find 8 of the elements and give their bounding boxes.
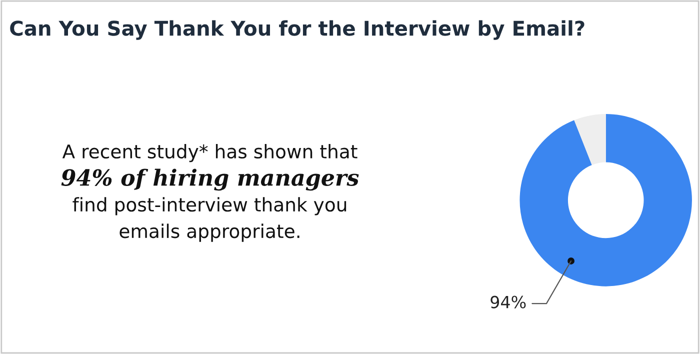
donut-slice	[574, 114, 606, 165]
text: A recent study* has shown that	[62, 144, 358, 162]
text: Can You Say Thank You for the Interview by Email?	[10, 20, 584, 40]
donut-slice	[520, 114, 692, 286]
text: emails appropriate.	[120, 224, 300, 242]
text: 94% of hiring managers	[61, 168, 359, 191]
text: find post-interview thank you	[72, 197, 346, 216]
data-label: 94%	[490, 296, 526, 308]
